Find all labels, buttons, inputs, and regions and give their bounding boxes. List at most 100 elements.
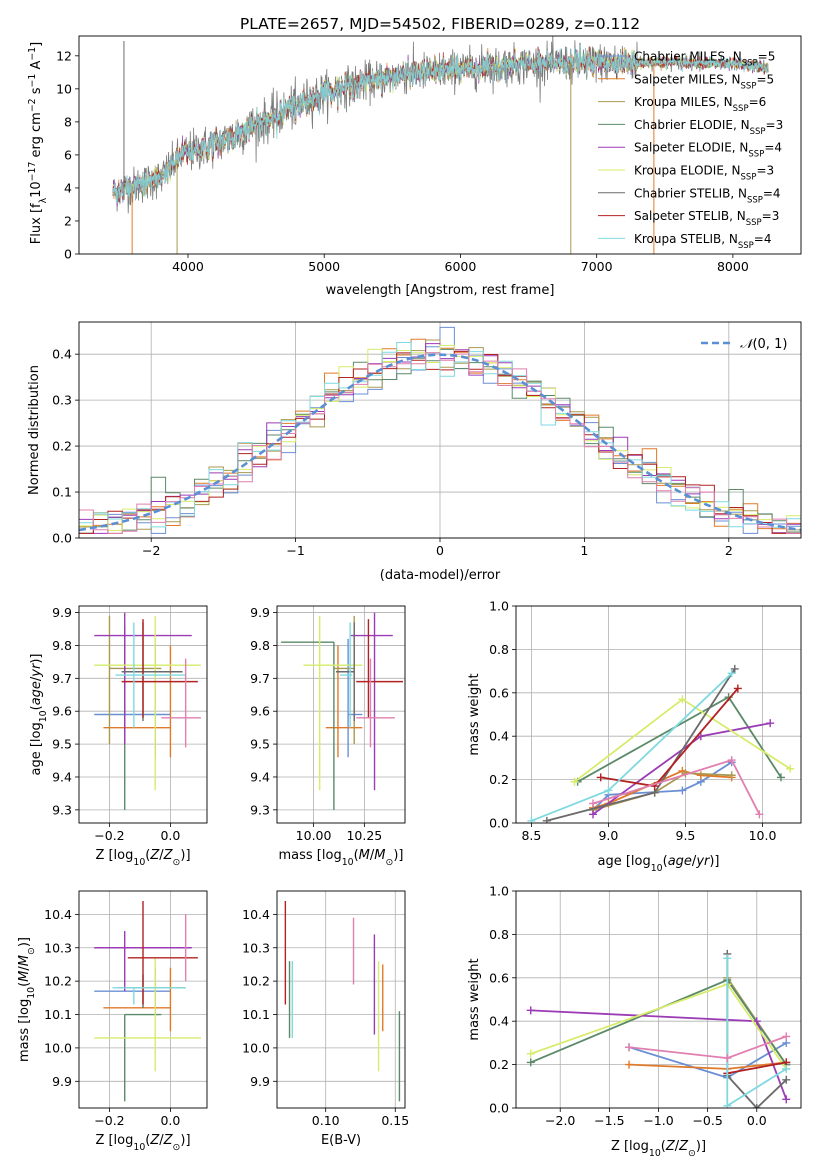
ticks: −2.0 −1.5 −1.0 −0.5 0.0 0.0 0.2 0.4 0.6 0.8 1.0 bbox=[489, 884, 767, 1129]
spectrum-model-line bbox=[112, 44, 769, 204]
x-tick-label: 0.0 bbox=[747, 1113, 767, 1128]
y-tick-label: 8 bbox=[64, 114, 72, 129]
y-tick-label: 0.8 bbox=[489, 927, 509, 942]
x-tick-label: 10.00 bbox=[296, 828, 332, 843]
y-tick-label: 9.4 bbox=[250, 769, 270, 784]
plot-area bbox=[112, 36, 769, 254]
x-tick-label: 6000 bbox=[445, 259, 477, 274]
weight-point-marker bbox=[678, 786, 687, 795]
x-tick-label: −1.0 bbox=[643, 1113, 673, 1128]
axes-frame bbox=[78, 321, 802, 539]
errorbar-point bbox=[335, 622, 355, 722]
plot-area bbox=[526, 949, 791, 1108]
y-axis-label: mass weight bbox=[467, 958, 482, 1040]
plot-area bbox=[94, 901, 201, 1102]
y-tick-label: 9.3 bbox=[52, 802, 72, 817]
ticks: 0.10 0.15 9.9 10.0 10.1 10.2 10.3 10.4 bbox=[242, 907, 409, 1128]
x-tick-label: −0.2 bbox=[94, 1113, 124, 1128]
y-axis-label: Flux [fλ10−17 erg cm−2 s−1 A−1] bbox=[27, 42, 49, 244]
errorbar-point bbox=[94, 957, 201, 1072]
weight-point-marker bbox=[596, 773, 605, 782]
errorbar-point bbox=[356, 658, 395, 748]
weight-series-line bbox=[592, 759, 761, 815]
y-tick-label: 0.0 bbox=[52, 531, 72, 546]
y-tick-label: 0 bbox=[64, 247, 72, 262]
plot-spectrum: 4000 5000 6000 7000 8000 0 2 4 6 8 10 12 Chabrier MI… bbox=[27, 35, 802, 298]
plot-mass_vs_Z: −0.2 0.0 9.9 10.0 10.1 10.2 10.3 10.4 Z [log10(Z… bbox=[17, 890, 208, 1153]
x-tick-label: 1 bbox=[580, 543, 588, 558]
x-tick-label: 0 bbox=[436, 543, 444, 558]
y-tick-label: 9.7 bbox=[250, 671, 270, 686]
x-tick-label: −1 bbox=[286, 543, 304, 558]
errorbar-point bbox=[112, 987, 186, 1005]
y-tick-label: 0.8 bbox=[489, 642, 509, 657]
errorbar-point bbox=[115, 622, 186, 728]
ticks: 10.00 10.25 9.3 9.4 9.5 9.6 9.7 9.8 9.9 bbox=[250, 605, 382, 843]
weight-point-marker bbox=[733, 684, 742, 693]
weight-series-line bbox=[727, 1061, 787, 1075]
weight-point-marker bbox=[727, 771, 736, 780]
weight-point-marker bbox=[723, 1054, 732, 1063]
x-tick-label: 4000 bbox=[172, 259, 204, 274]
axes-frame bbox=[78, 35, 802, 255]
legend-label: Chabrier STELIB, NSSP=4 bbox=[634, 186, 781, 205]
residual-histogram bbox=[79, 352, 801, 534]
weight-point-marker bbox=[527, 816, 536, 823]
errorbar-point bbox=[121, 622, 183, 722]
y-tick-label: 10.3 bbox=[242, 940, 270, 955]
errorbar-point bbox=[339, 622, 353, 728]
y-tick-label: 10.2 bbox=[44, 974, 72, 989]
y-tick-label: 9.3 bbox=[250, 802, 270, 817]
x-tick-label: 2 bbox=[725, 543, 733, 558]
weight-point-marker bbox=[782, 1075, 791, 1084]
plot-age_vs_mass: 10.00 10.25 9.3 9.4 9.5 9.6 9.7 9.8 9.9 mass [log… bbox=[250, 605, 406, 868]
weight-point-marker bbox=[723, 954, 732, 963]
x-tick-label: 5000 bbox=[308, 259, 340, 274]
y-axis-label: age [log10(age/yr)] bbox=[29, 653, 49, 775]
plot-mass_vs_EBV: 0.10 0.15 9.9 10.0 10.1 10.2 10.3 10.4 E(B-V) bbox=[242, 890, 409, 1148]
x-axis-label: Z [log10(Z/Z⊙)] bbox=[95, 1133, 190, 1153]
weight-point-marker bbox=[766, 719, 775, 728]
axes-frame bbox=[78, 890, 208, 1109]
y-tick-label: 9.9 bbox=[250, 1074, 270, 1089]
x-axis-label: E(B-V) bbox=[321, 1133, 361, 1148]
y-axis-label: mass weight bbox=[467, 673, 482, 755]
weight-point-marker bbox=[625, 1060, 634, 1069]
y-tick-label: 10.2 bbox=[242, 974, 270, 989]
x-tick-label: 8.5 bbox=[521, 828, 541, 843]
y-tick-label: 9.5 bbox=[250, 737, 270, 752]
errorbar-point bbox=[303, 615, 363, 791]
y-tick-label: 9.9 bbox=[52, 605, 72, 620]
legend-label: Kroupa MILES, NSSP=6 bbox=[634, 95, 766, 114]
plot-area bbox=[284, 901, 401, 1102]
y-tick-label: 9.5 bbox=[52, 737, 72, 752]
x-tick-label: 0.0 bbox=[160, 828, 180, 843]
weight-point-marker bbox=[589, 810, 598, 819]
y-tick-label: 10.0 bbox=[44, 1040, 72, 1055]
plot-weight_vs_age: 8.5 9.0 9.5 10.0 0.0 0.2 0.4 0.6 0.8 1.0 age [log1… bbox=[467, 599, 802, 874]
y-tick-label: 0.2 bbox=[489, 772, 509, 787]
x-tick-label: −0.5 bbox=[692, 1113, 722, 1128]
residual-histogram bbox=[79, 326, 801, 534]
legend-label: 𝒩(0, 1) bbox=[740, 337, 787, 352]
y-tick-label: 0.4 bbox=[52, 347, 72, 362]
y-tick-label: 9.8 bbox=[52, 638, 72, 653]
x-tick-label: 10.0 bbox=[749, 828, 777, 843]
y-tick-label: 0.3 bbox=[52, 393, 72, 408]
weight-point-marker bbox=[696, 771, 705, 780]
errorbar-point bbox=[127, 901, 198, 1005]
axes-frame bbox=[515, 890, 802, 1109]
weight-point-marker bbox=[604, 786, 613, 795]
errorbar-point bbox=[356, 619, 403, 718]
errorbar-point bbox=[108, 615, 162, 745]
x-axis-label: Z [log10(Z/Z⊙)] bbox=[611, 1139, 706, 1159]
y-tick-label: 0.2 bbox=[52, 439, 72, 454]
errorbar-point bbox=[350, 612, 393, 791]
y-tick-label: 9.7 bbox=[52, 671, 72, 686]
x-tick-label: 9.5 bbox=[676, 828, 696, 843]
weight-point-marker bbox=[570, 777, 579, 786]
y-tick-label: 4 bbox=[64, 180, 72, 195]
y-tick-label: 1.0 bbox=[489, 599, 509, 614]
x-axis-label: age [log10(age/yr)] bbox=[597, 854, 719, 874]
y-tick-label: 9.4 bbox=[52, 769, 72, 784]
